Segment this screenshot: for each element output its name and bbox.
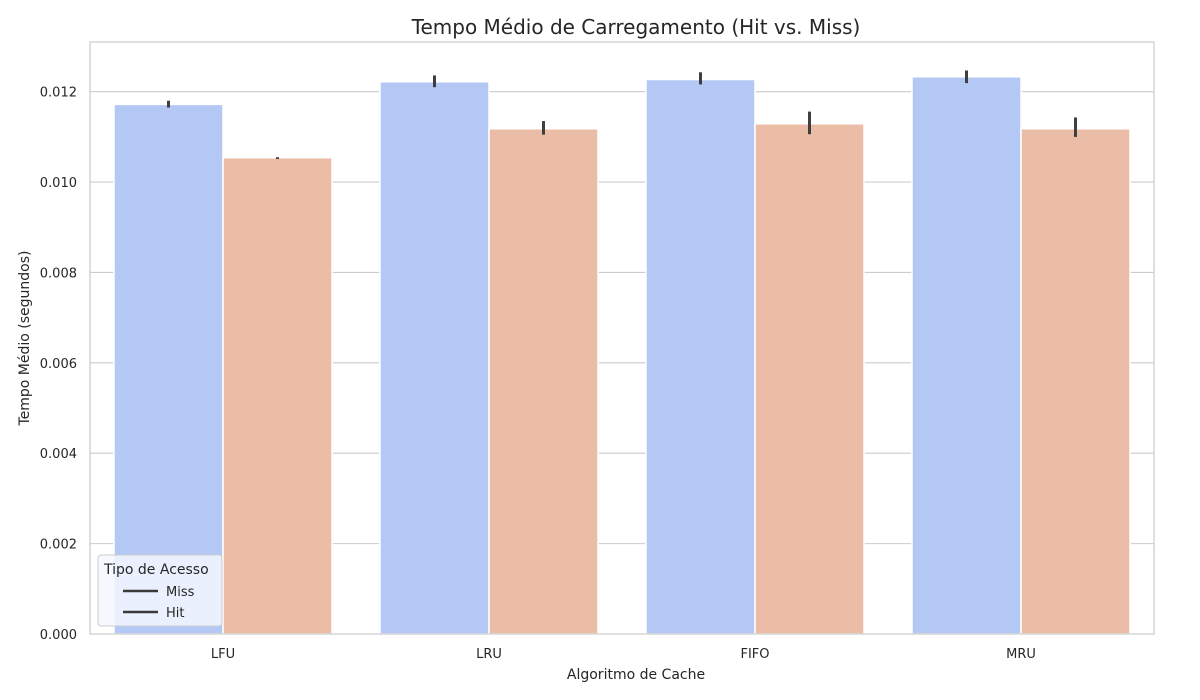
x-tick-label: LFU xyxy=(211,647,235,662)
error-bars xyxy=(167,70,1077,160)
bar-hit-lfu xyxy=(222,156,333,635)
bar-hit-lru xyxy=(488,128,599,635)
bar-miss-lru xyxy=(379,81,490,635)
y-tick-label: 0.012 xyxy=(40,86,77,101)
legend-box xyxy=(97,554,223,627)
x-tick-label: FIFO xyxy=(740,647,769,662)
bar-miss-fifo xyxy=(645,78,756,635)
y-tick-label: 0.006 xyxy=(40,357,77,372)
y-tick-label: 0.004 xyxy=(40,447,77,462)
y-tick-label: 0.000 xyxy=(40,628,77,643)
legend-label-miss: Miss xyxy=(166,585,195,600)
y-tick-label: 0.008 xyxy=(40,266,77,281)
y-tick-label: 0.002 xyxy=(40,538,77,553)
bar-hit-mru xyxy=(1020,128,1131,635)
chart-title: Tempo Médio de Carregamento (Hit vs. Mis… xyxy=(411,15,861,39)
bar-miss-mru xyxy=(911,76,1022,635)
x-axis-label: Algoritmo de Cache xyxy=(567,667,705,683)
bar-hit-fifo xyxy=(754,123,865,635)
plot-frame xyxy=(89,41,1155,635)
y-tick-label: 0.010 xyxy=(40,176,77,191)
legend-label-hit: Hit xyxy=(166,606,184,621)
x-tick-label: MRU xyxy=(1006,647,1036,662)
legend: Tipo de Acesso Miss Hit xyxy=(97,554,223,627)
y-tick-labels: 0.000 0.002 0.004 0.006 0.008 0.010 0.012 xyxy=(40,86,77,643)
legend-title: Tipo de Acesso xyxy=(103,562,209,578)
x-tick-label: LRU xyxy=(476,647,502,662)
x-tick-labels: LFU LRU FIFO MRU xyxy=(211,647,1036,662)
y-axis-label: Tempo Médio (segundos) xyxy=(17,250,33,426)
